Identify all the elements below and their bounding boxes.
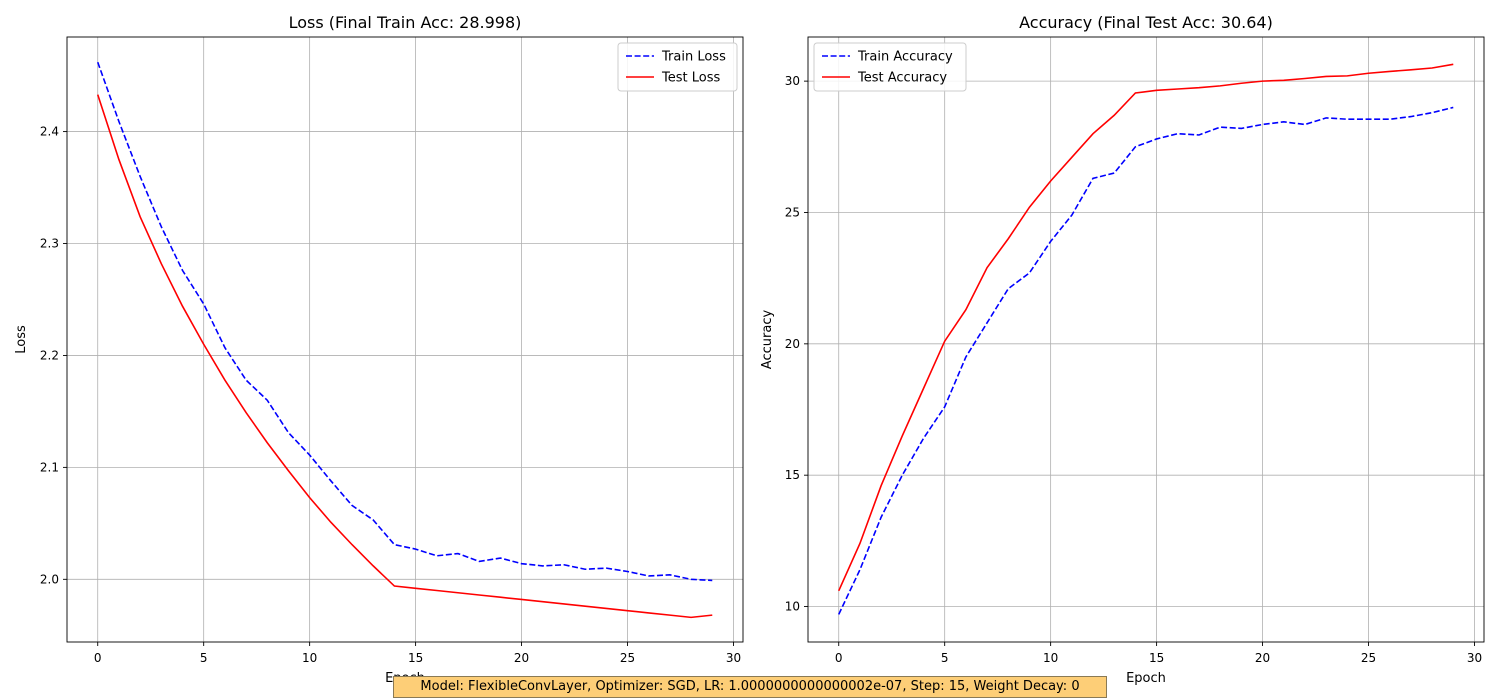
x-tick-label: 5 [941, 651, 949, 665]
legend-box [617, 42, 738, 92]
y-tick-label: 10 [785, 600, 800, 614]
x-tick-label: 25 [620, 651, 635, 665]
y-tick-label: 2.2 [40, 348, 59, 362]
x-tick-label: 30 [1467, 651, 1482, 665]
series-line-test-accuracy [837, 63, 1454, 592]
y-tick-label: 2.3 [40, 237, 59, 251]
x-tick-label: 0 [835, 651, 843, 665]
y-tick-label: 15 [785, 468, 800, 482]
series-line-train-accuracy [838, 106, 1454, 615]
x-tick-label: 20 [1255, 651, 1270, 665]
x-tick-label: 20 [514, 651, 529, 665]
chart-title: Loss (Final Train Acc: 28.998) [289, 13, 522, 32]
legend-box [813, 42, 967, 92]
x-tick-label: 15 [1149, 651, 1164, 665]
axes-frame [66, 36, 744, 643]
legend-label: Train Loss [661, 50, 726, 65]
x-axis-label: Epoch [1126, 671, 1166, 686]
plot-area [808, 37, 1484, 642]
x-tick-label: 30 [726, 651, 741, 665]
legend: Train Accuracy Test Accuracy [813, 42, 967, 92]
series-line-test-loss [96, 94, 713, 619]
legend-label: Train Accuracy [857, 50, 953, 65]
chart-title: Accuracy (Final Test Acc: 30.64) [1019, 13, 1273, 32]
y-tick-label: 25 [785, 205, 800, 219]
y-axis-label: Loss [14, 325, 29, 354]
plot-area [67, 37, 743, 642]
y-tick-label: 2.0 [40, 572, 59, 586]
y-tick-label: 20 [785, 337, 800, 351]
y-axis-label: Accuracy [760, 310, 775, 370]
x-tick-label: 25 [1361, 651, 1376, 665]
legend-label: Test Accuracy [857, 71, 947, 86]
y-tick-label: 2.4 [40, 125, 59, 139]
x-tick-label: 5 [200, 651, 208, 665]
legend-label: Test Loss [661, 71, 720, 86]
chart-panel-2: 0 5 10 15 20 25 30 10 15 20 25 30 Accuracy (Final Te… [760, 13, 1485, 686]
axes-frame [807, 36, 1485, 643]
x-tick-label: 10 [302, 651, 317, 665]
y-tick-label: 2.1 [40, 460, 59, 474]
y-tick-label: 30 [785, 74, 800, 88]
x-tick-label: 10 [1043, 651, 1058, 665]
legend: Train Loss Test Loss [617, 42, 738, 92]
chart-panel-1: 0 5 10 15 20 25 30 2.0 2.1 2.2 2.3 2.4 Loss (Final T… [14, 13, 744, 686]
model-info-caption: Model: FlexibleConvLayer, Optimizer: SGD… [393, 676, 1107, 698]
x-tick-label: 0 [94, 651, 102, 665]
series-line-train-loss [96, 61, 713, 582]
x-tick-label: 15 [408, 651, 423, 665]
